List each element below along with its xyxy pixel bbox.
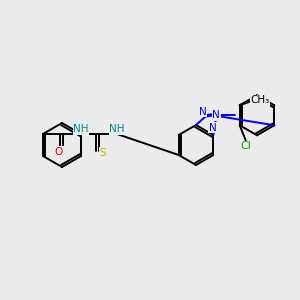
Text: NH: NH — [109, 124, 125, 134]
Text: CH₃: CH₃ — [250, 95, 269, 105]
Text: N: N — [212, 110, 220, 120]
Text: N: N — [199, 106, 206, 117]
Text: O: O — [55, 147, 63, 157]
Text: Cl: Cl — [240, 141, 251, 151]
Text: N: N — [209, 123, 217, 133]
Text: S: S — [100, 148, 106, 158]
Text: NH: NH — [73, 124, 89, 134]
